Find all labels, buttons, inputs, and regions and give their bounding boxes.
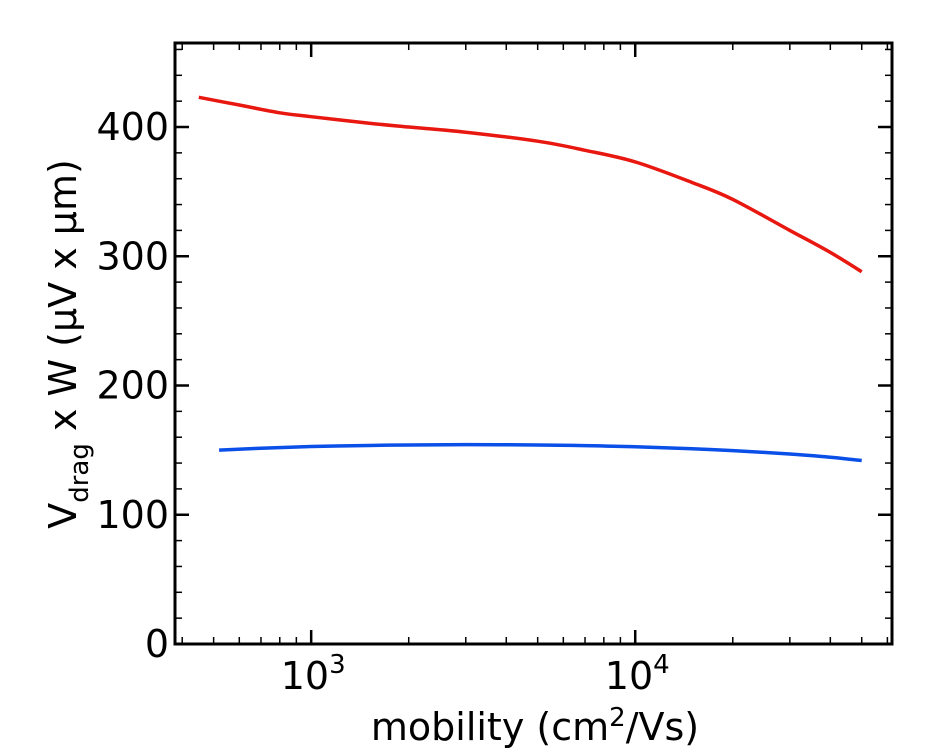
x-tick-label-exponent: 4: [653, 650, 670, 680]
x-axis-label-sup: 2: [609, 703, 626, 733]
x-tick-label-exponent: 3: [329, 650, 346, 680]
y-axis-label: Vdrag x W (μV x μm): [41, 159, 95, 529]
major-ticks: [175, 43, 892, 646]
x-tick-label: 104: [605, 650, 670, 698]
y-tick-label: 0: [145, 622, 169, 666]
series-line-1: [219, 442, 862, 463]
series-line-0: [198, 95, 863, 274]
x-tick-label-base: 10: [605, 654, 653, 698]
y-axis-label-rest: x W (μV x μm): [41, 159, 85, 443]
x-axis-label-prefix: mobility (cm: [371, 705, 609, 749]
x-tick-label-base: 10: [281, 654, 329, 698]
y-tick-label: 200: [96, 364, 169, 408]
y-tick-label: 100: [96, 493, 169, 537]
x-axis-label-suffix: /Vs): [626, 705, 699, 749]
y-tick-label: 400: [96, 105, 169, 149]
series-layer: [198, 95, 863, 463]
x-tick-label: 103: [281, 650, 346, 698]
y-tick-label: 300: [96, 234, 169, 278]
y-axis-label-sub: drag: [65, 443, 95, 503]
y-axis-label-v: V: [41, 503, 85, 529]
x-axis-label: mobility (cm2/Vs): [371, 703, 699, 749]
minor-ticks: [175, 43, 892, 644]
plot-frame: [173, 41, 894, 646]
